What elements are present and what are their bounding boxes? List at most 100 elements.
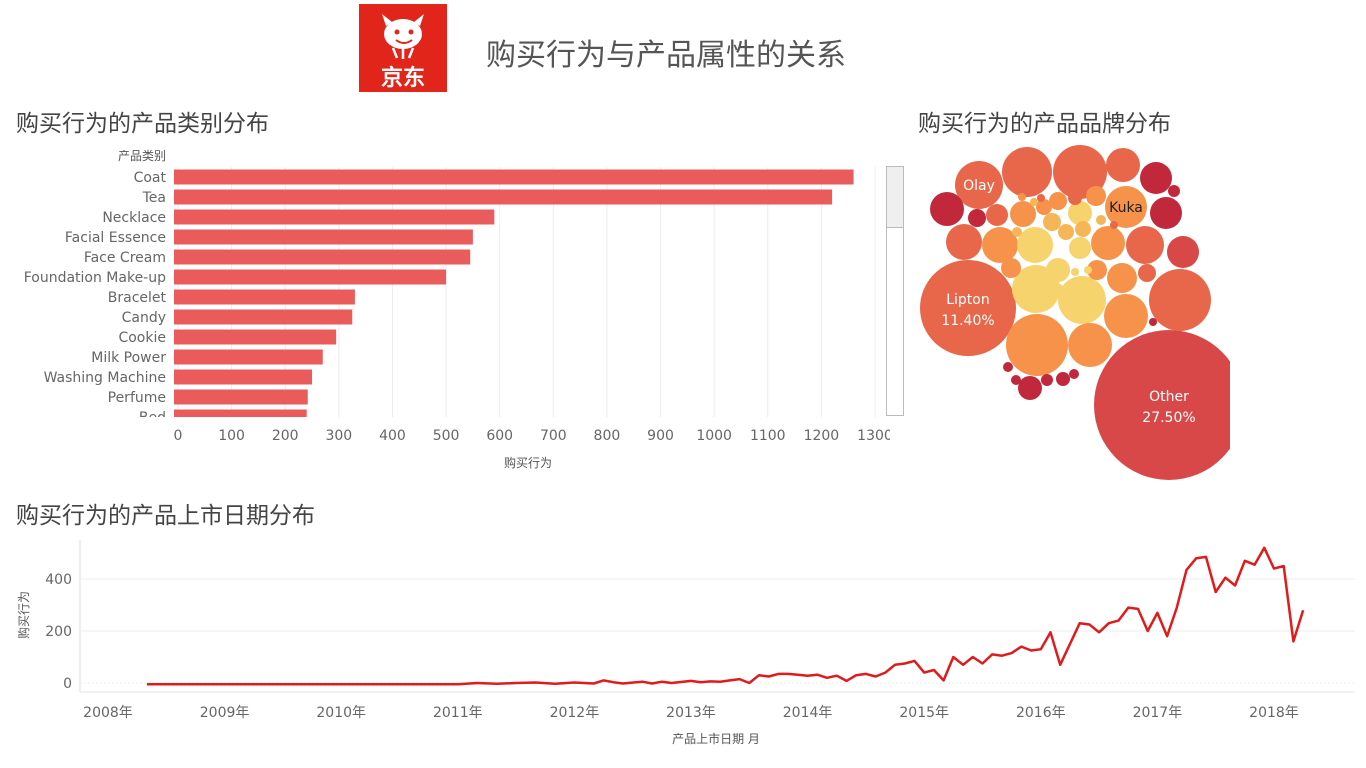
brand-bubble[interactable] (1046, 258, 1070, 282)
brand-bubble[interactable] (920, 260, 1016, 356)
brand-bubble[interactable] (968, 209, 986, 227)
brand-bubble[interactable] (986, 204, 1008, 226)
brand-bubble[interactable] (1055, 284, 1063, 292)
bar-tea[interactable] (174, 189, 833, 205)
brand-bubble[interactable] (1037, 194, 1045, 202)
brand-bubble[interactable] (1058, 276, 1106, 324)
bar-x-tick-label: 1000 (696, 428, 732, 444)
brand-bubble[interactable] (1104, 294, 1148, 338)
brand-bubble[interactable] (1096, 215, 1106, 225)
bar-x-tick-label: 600 (486, 428, 513, 444)
brand-bubble[interactable] (1091, 226, 1125, 260)
brand-bubble[interactable] (1071, 268, 1079, 276)
purchase-series-line[interactable] (146, 546, 1305, 686)
brand-bubble[interactable] (1030, 198, 1038, 206)
brand-bubble[interactable] (1110, 221, 1118, 229)
brand-bubble[interactable] (1087, 196, 1095, 204)
bar-cookie[interactable] (174, 329, 337, 345)
brand-label-other: Other (1149, 389, 1189, 405)
brand-bubble[interactable] (1126, 226, 1164, 264)
brand-bubble[interactable] (946, 224, 982, 260)
bar-x-tick-label: 1200 (804, 428, 840, 444)
brand-bubble[interactable] (1010, 201, 1036, 227)
brand-bubble[interactable] (1150, 197, 1182, 229)
line-y-axis-label: 购买行为 (16, 591, 31, 639)
line-x-axis-label: 产品上市日期 月 (672, 731, 760, 746)
category-scroll-thumb[interactable] (887, 167, 903, 228)
brand-bubble[interactable] (1056, 372, 1070, 386)
brand-bubble[interactable] (1018, 193, 1026, 201)
brand-bubble[interactable] (1012, 227, 1022, 237)
bar-perfume[interactable] (174, 389, 308, 405)
bar-face-cream[interactable] (174, 249, 471, 265)
brand-bubble[interactable] (1084, 266, 1092, 274)
line-x-tick-label: 2015年 (899, 705, 949, 721)
brand-bubble[interactable] (982, 227, 1018, 263)
brand-bubble[interactable] (1036, 199, 1052, 215)
brand-bubble[interactable] (1068, 191, 1082, 205)
bar-washing-machine[interactable] (174, 369, 313, 385)
brand-bubble[interactable] (1069, 369, 1079, 379)
bar-x-tick-label: 500 (433, 428, 460, 444)
date-section-title: 购买行为的产品上市日期分布 (16, 503, 315, 529)
bar-coat[interactable] (174, 169, 854, 185)
brand-bubble[interactable] (1068, 323, 1112, 367)
bar-bracelet[interactable] (174, 289, 355, 305)
bar-x-axis-label: 购买行为 (504, 455, 552, 470)
brand-bubble[interactable] (1069, 237, 1091, 259)
brand-bubble[interactable] (1087, 260, 1107, 280)
bar-bed[interactable] (174, 409, 307, 425)
bar-x-tick-label: 200 (272, 428, 299, 444)
brand-bubble[interactable] (1105, 186, 1147, 228)
bar-milk-power[interactable] (174, 349, 323, 365)
category-section-title: 购买行为的产品类别分布 (16, 111, 269, 137)
category-bar-chart[interactable]: 0 100 200 300 400 500 600 700 800 900 1000 1100 1200… (0, 140, 890, 480)
brand-pct-other: 27.50% (1142, 410, 1195, 426)
brand-bubble[interactable] (1018, 376, 1042, 400)
brand-bubble[interactable] (1006, 314, 1068, 376)
brand-bubble[interactable] (1149, 269, 1211, 331)
brand-bubble[interactable] (1138, 264, 1156, 282)
brand-bubble[interactable] (1003, 362, 1013, 372)
brand-bubble[interactable] (1043, 213, 1061, 231)
brand-bubble-chart[interactable]: Other 27.50% Lipton 11.40% Olay Kuka (900, 140, 1230, 485)
brand-bubble[interactable] (1001, 258, 1021, 278)
launch-date-line-chart[interactable]: 0 200 400 2008年 2009年 2010年 2011年 2012年 2013年 201… (0, 530, 1366, 768)
brand-bubble[interactable] (1053, 145, 1107, 199)
brand-bubble[interactable] (1094, 330, 1230, 480)
brand-bubble[interactable] (1002, 147, 1052, 197)
bar-facial-essence[interactable] (174, 229, 473, 245)
brand-bubble[interactable] (1168, 185, 1180, 197)
brand-bubble[interactable] (930, 192, 964, 226)
brand-bubble[interactable] (1075, 221, 1091, 237)
brand-bubble[interactable] (1017, 227, 1053, 263)
page-title: 购买行为与产品属性的关系 (486, 38, 846, 73)
brand-label-kuka: Kuka (1109, 200, 1143, 216)
category-scrollbar[interactable] (886, 166, 904, 416)
brand-bubble[interactable] (1049, 192, 1067, 210)
bar-x-tick-label: 300 (325, 428, 352, 444)
brand-bubble[interactable] (1107, 263, 1137, 293)
brand-bubble[interactable] (1167, 236, 1199, 268)
bar-foundation-make-up[interactable] (174, 269, 447, 285)
brand-bubble[interactable] (1041, 374, 1053, 386)
bar-category-label: Milk Power (91, 350, 166, 366)
brand-bubble[interactable] (1140, 162, 1172, 194)
bar-category-label: Bed (139, 410, 166, 426)
brand-bubble[interactable] (1068, 201, 1092, 225)
brand-bubble[interactable] (1058, 224, 1074, 240)
bar-category-label: Tea (142, 190, 166, 206)
brand-bubble[interactable] (1012, 265, 1060, 313)
bar-necklace[interactable] (174, 209, 495, 225)
line-x-tick-label: 2013年 (666, 705, 716, 721)
bar-x-tick-label: 400 (379, 428, 406, 444)
bar-candy[interactable] (174, 309, 353, 325)
brand-bubble[interactable] (1106, 148, 1140, 182)
brand-bubble[interactable] (1011, 375, 1021, 385)
line-y-tick-label: 0 (63, 676, 72, 692)
bar-x-tick-label: 800 (594, 428, 621, 444)
brand-bubble[interactable] (1149, 318, 1157, 326)
brand-bubble[interactable] (955, 161, 1003, 209)
bar-x-tick-label: 0 (174, 428, 183, 444)
bar-x-tick-label: 700 (540, 428, 567, 444)
